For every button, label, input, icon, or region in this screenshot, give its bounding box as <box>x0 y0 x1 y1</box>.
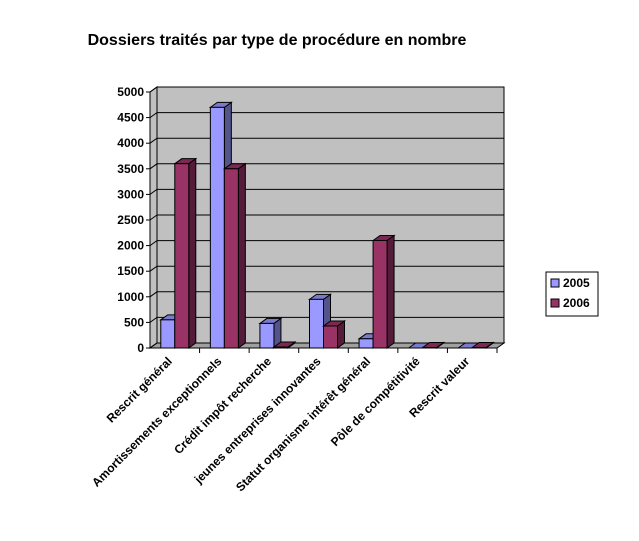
bar <box>273 346 289 349</box>
bar <box>223 168 239 349</box>
y-tick-label: 3000 <box>117 187 144 201</box>
y-tick-label: 3500 <box>117 162 144 176</box>
y-tick-label: 1500 <box>117 264 144 278</box>
grid-line <box>149 112 504 119</box>
bar <box>160 319 176 349</box>
bar <box>309 298 324 349</box>
y-tick-label: 2000 <box>117 239 144 253</box>
grid-line <box>149 137 504 144</box>
bar <box>209 106 225 349</box>
bar-side <box>237 162 246 349</box>
x-tick-label: Pôle de compétitivité <box>328 354 423 449</box>
y-tick-label: 500 <box>124 315 144 329</box>
legend-swatch <box>550 278 560 288</box>
bar <box>358 338 374 349</box>
chart-title: Dossiers traités par type de procédure e… <box>88 32 467 49</box>
bar-side <box>188 157 197 349</box>
x-tick-label: Crédit impôt recherche <box>171 354 274 457</box>
y-tick-label: 4500 <box>117 111 144 125</box>
legend-label: 2006 <box>563 296 590 310</box>
y-tick-label: 5000 <box>117 85 144 99</box>
grid-line <box>149 214 504 221</box>
legend-label: 2005 <box>563 276 590 290</box>
legend-swatch <box>550 298 560 308</box>
y-tick-label: 2500 <box>117 213 144 227</box>
grid-line <box>149 163 504 170</box>
bar <box>323 325 338 349</box>
grid-line <box>149 86 504 93</box>
legend: 2005 2006 <box>545 271 599 317</box>
y-tick-label: 4000 <box>117 136 144 150</box>
bar <box>259 322 275 349</box>
y-tick-label: 1000 <box>117 290 144 304</box>
bar-side <box>386 234 395 349</box>
grid-line <box>149 188 504 195</box>
bar <box>372 239 388 349</box>
y-tick-label: 0 <box>137 341 144 355</box>
bar <box>174 163 190 349</box>
bar <box>422 346 438 349</box>
bar <box>471 346 487 349</box>
